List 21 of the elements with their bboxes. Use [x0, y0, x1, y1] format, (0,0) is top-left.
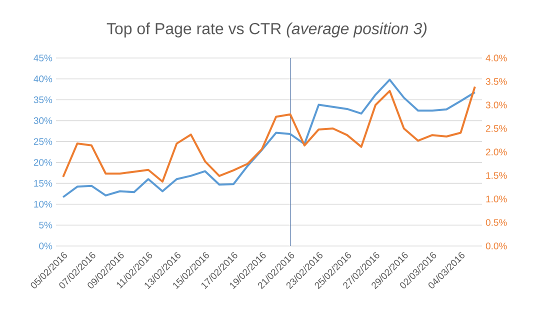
y-tick-label: 30%	[34, 117, 52, 124]
y2-tick-label: 4.0%	[486, 54, 507, 62]
y-tick-label: 40%	[34, 76, 52, 82]
y2-tick-label: 3.5%	[486, 78, 507, 85]
y-tick-label: 0%	[39, 242, 52, 250]
y2-tick-label: 0.5%	[486, 219, 507, 226]
y2-tick-label: 1.5%	[486, 172, 507, 179]
y-tick-label: 10%	[34, 200, 52, 208]
y2-tick-label: 2.5%	[486, 125, 507, 132]
line-series	[62, 86, 476, 183]
y-tick-label: 35%	[34, 96, 52, 104]
y-tick-label: 45%	[34, 54, 52, 62]
y2-tick-label: 0.0%	[486, 242, 507, 250]
y2-tick-label: 1.0%	[486, 196, 507, 202]
y2-tick-label: 3.0%	[486, 102, 507, 108]
chart-title: Top of Page rate vs CTR (average position 3)	[106, 22, 427, 38]
y-tick-label: 15%	[34, 180, 52, 187]
y-tick-label: 20%	[34, 159, 52, 166]
y2-tick-label: 2.0%	[486, 148, 507, 156]
y-tick-label: 5%	[39, 222, 52, 228]
y-tick-label: 25%	[34, 138, 52, 145]
